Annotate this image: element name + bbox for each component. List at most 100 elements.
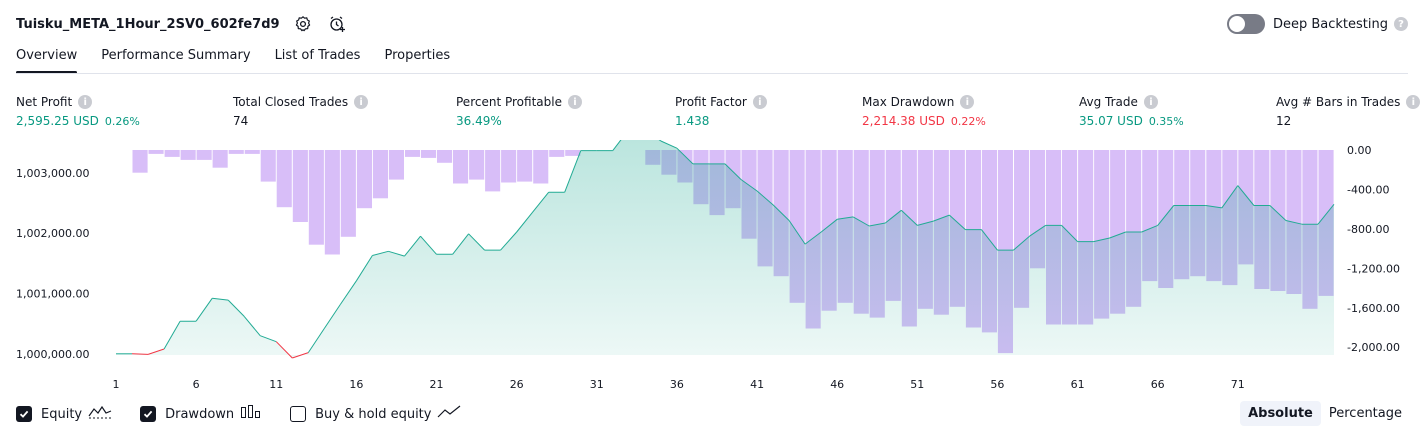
info-icon[interactable]: i: [78, 95, 93, 109]
metric-value: 35.07 USD: [1079, 114, 1143, 128]
info-icon[interactable]: i: [1143, 95, 1158, 109]
drawdown-bar: [148, 150, 164, 154]
right-axis-tick-label: 0.00: [1347, 144, 1372, 157]
right-axis-tick-label: -1,200.00: [1347, 262, 1400, 275]
metric-label: Avg Trade: [1079, 95, 1138, 109]
metric-value: 74: [233, 114, 249, 128]
equity-line-segment: [852, 216, 870, 227]
equity-line-segment: [820, 218, 838, 233]
equity-line-segment: [260, 335, 277, 343]
equity-line-segment: [1093, 237, 1110, 243]
mode-absolute[interactable]: Absolute: [1240, 401, 1321, 426]
equity-line-segment: [372, 250, 389, 256]
tab-performance-summary[interactable]: Performance Summary: [101, 48, 251, 63]
left-axis-tick-label: 1,003,000.00: [16, 167, 89, 180]
metric-percent-profitable: Percent Profitable i 36.49%: [456, 94, 582, 128]
info-icon[interactable]: i: [1406, 95, 1421, 109]
equity-line-segment: [933, 214, 950, 222]
equity-line-segment: [884, 209, 902, 224]
right-axis-tick-label: -800.00: [1347, 223, 1389, 236]
metric-avg-trade: Avg Trade i 35.07 USD 0.35%: [1079, 94, 1184, 128]
tab-properties[interactable]: Properties: [384, 48, 451, 63]
equity-line-segment: [339, 280, 357, 305]
equity-line-segment: [981, 229, 998, 251]
equity-line-segment: [1157, 205, 1175, 226]
chart-legend: Equity Drawdown Buy & hold equity: [16, 404, 489, 424]
drawdown-bar: [244, 150, 260, 154]
deep-backtesting-toggle[interactable]: [1226, 14, 1265, 34]
equity-area: [116, 140, 1334, 358]
metric-percent: 0.22%: [950, 115, 986, 128]
equity-line-segment: [212, 297, 229, 301]
drawdown-bar: [453, 150, 469, 184]
equity-line-icon: [88, 404, 112, 425]
legend-label: Buy & hold equity: [315, 406, 432, 422]
add-alert-icon[interactable]: [326, 13, 348, 35]
legend-label: Equity: [41, 406, 83, 422]
equity-line-segment: [564, 150, 582, 193]
equity-line-segment: [500, 231, 518, 251]
drawdown-bar: [517, 150, 533, 182]
x-axis: 1 6 11 16 21 26 31 36 41 46 51 56 61 66 71: [113, 378, 1245, 391]
drawdown-bar: [356, 150, 372, 209]
info-icon[interactable]: i: [960, 95, 975, 109]
metric-percent: 0.35%: [1148, 115, 1184, 128]
equity-line-segment: [147, 348, 165, 355]
drawdown-bar: [292, 150, 308, 222]
drawdown-bar: [372, 150, 388, 199]
drawdown-bar: [437, 150, 453, 163]
left-axis: 1,003,000.00 1,002,000.00 1,001,000.00 1,00…: [16, 167, 89, 361]
checkbox-buy-hold-equity[interactable]: [290, 406, 307, 422]
metric-label: Total Closed Trades: [233, 95, 349, 109]
right-axis-tick-label: -1,600.00: [1347, 302, 1400, 315]
equity-line-segment: [275, 341, 293, 359]
drawdown-bar: [164, 150, 180, 157]
equity-line-segment: [1109, 231, 1126, 239]
right-axis-tick-label: -400.00: [1347, 183, 1389, 196]
deep-backtesting-label: Deep Backtesting: [1272, 16, 1388, 32]
legend-equity[interactable]: Equity: [16, 404, 112, 425]
drawdown-bar: [388, 150, 404, 180]
value-mode-switch: Absolute Percentage: [1240, 401, 1410, 426]
drawdown-bar: [533, 150, 549, 184]
left-axis-tick-label: 1,000,000.00: [16, 348, 89, 361]
metric-max-drawdown: Max Drawdown i 2,214.38 USD 0.22%: [862, 94, 986, 128]
x-axis-tick-label: 41: [750, 378, 764, 391]
drawdown-bar: [260, 150, 276, 182]
help-icon[interactable]: ?: [1394, 17, 1408, 31]
legend-drawdown[interactable]: Drawdown: [140, 404, 262, 425]
x-axis-tick-label: 26: [510, 378, 524, 391]
info-icon[interactable]: i: [354, 95, 369, 109]
checkbox-drawdown[interactable]: [140, 406, 157, 422]
info-icon[interactable]: i: [752, 95, 767, 109]
mode-percentage[interactable]: Percentage: [1328, 406, 1402, 421]
equity-line-segment: [949, 214, 966, 230]
legend-buy-hold-equity[interactable]: Buy & hold equity: [290, 404, 461, 425]
equity-line-segment: [1237, 185, 1255, 206]
strategy-title: Tuisku_META_1Hour_2SV0_602fe7d9: [16, 16, 280, 32]
equity-line-segment: [1029, 224, 1046, 237]
tab-overview[interactable]: Overview: [16, 44, 78, 74]
equity-line-segment: [660, 140, 678, 149]
equity-line-segment: [452, 233, 469, 255]
checkbox-equity[interactable]: [16, 406, 32, 422]
settings-icon[interactable]: [292, 13, 314, 35]
x-axis-tick-label: 6: [193, 378, 200, 391]
equity-line-segment: [756, 190, 774, 206]
x-axis-tick-label: 46: [830, 378, 844, 391]
drawdown-bar: [132, 150, 148, 173]
tab-list-of-trades[interactable]: List of Trades: [274, 48, 361, 63]
x-axis-tick-label: 56: [990, 378, 1004, 391]
equity-line-segment: [837, 216, 854, 220]
metric-avg-bars-in-trades: Avg # Bars in Trades i 12: [1276, 94, 1421, 128]
strategy-header: Tuisku_META_1Hour_2SV0_602fe7d9: [16, 12, 348, 36]
equity-drawdown-chart[interactable]: 1,003,000.00 1,002,000.00 1,001,000.00 1,00…: [0, 140, 1424, 396]
drawdown-bar: [228, 150, 244, 154]
equity-line-segment: [788, 220, 806, 245]
drawdown-bar: [196, 150, 212, 160]
tab-divider: [16, 73, 1408, 74]
info-icon[interactable]: i: [567, 95, 582, 109]
metric-value: 36.49%: [456, 114, 502, 128]
buy-hold-line-icon: [437, 404, 461, 425]
equity-line-segment: [388, 250, 405, 257]
